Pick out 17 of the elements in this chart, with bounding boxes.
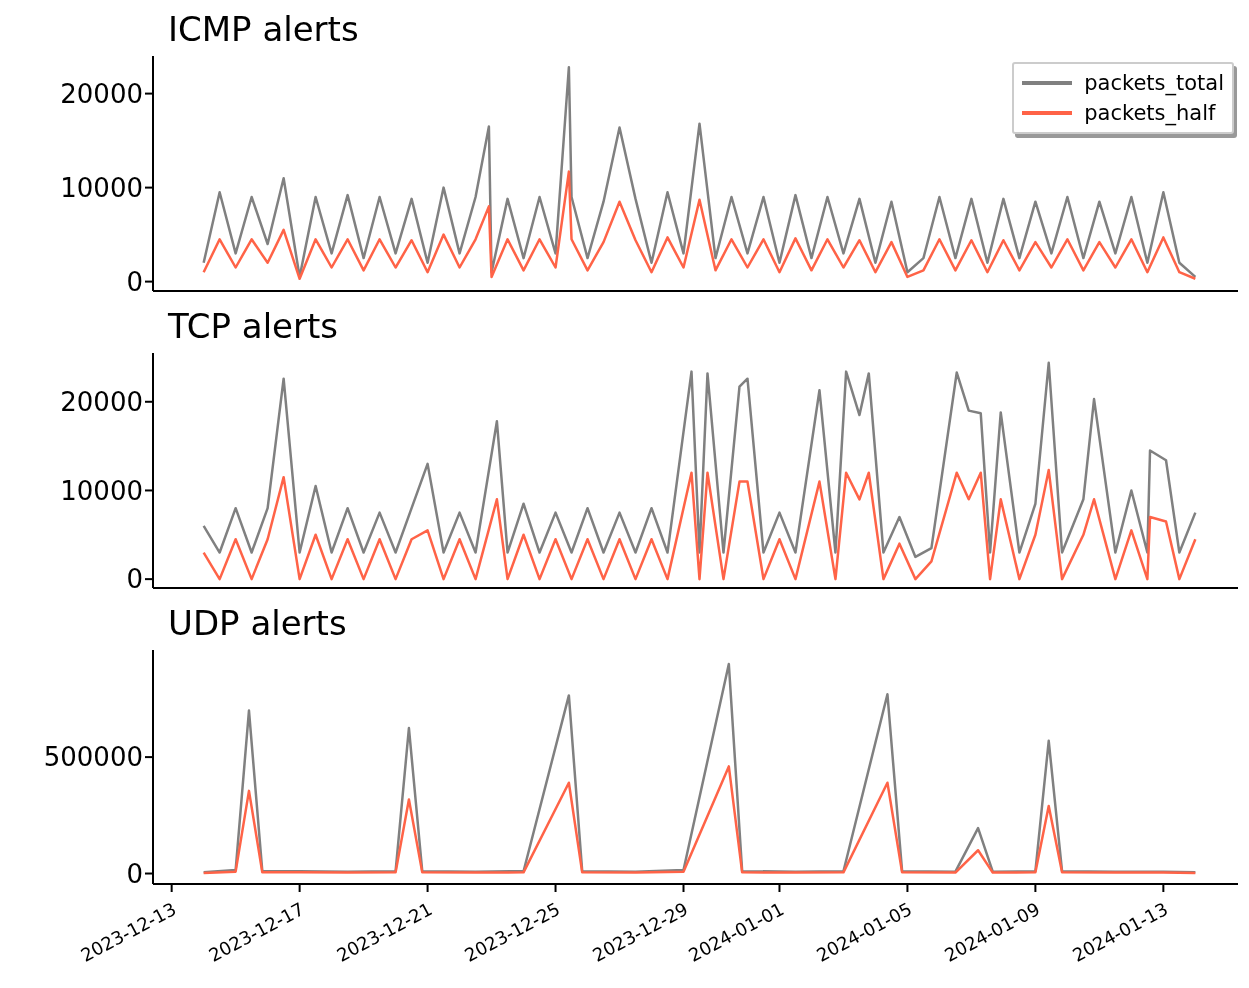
legend-label: packets_total <box>1084 70 1224 98</box>
line-series <box>202 170 1197 281</box>
y-tick-label: 0 <box>126 266 143 297</box>
y-tick-label: 0 <box>126 858 143 889</box>
chart-title: ICMP alerts <box>168 8 360 50</box>
y-tick-label: 10000 <box>60 475 143 506</box>
y-tick-label: 20000 <box>60 387 143 417</box>
line-series <box>202 765 1197 875</box>
legend-label: packets_half <box>1084 100 1216 128</box>
y-tick-label: 10000 <box>60 172 143 203</box>
y-tick-label: 500000 <box>43 742 143 773</box>
y-tick-label: 0 <box>126 564 143 595</box>
chart-title: TCP alerts <box>168 305 340 347</box>
line-series <box>202 468 1197 581</box>
y-tick-label: 20000 <box>60 78 143 109</box>
chart-title: UDP alerts <box>168 602 348 644</box>
line-series <box>202 361 1197 559</box>
